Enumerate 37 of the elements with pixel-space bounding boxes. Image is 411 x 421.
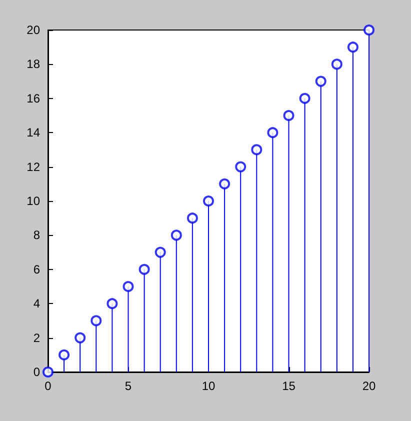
point (283, 110, 294, 121)
y-tick-label: 16 (26, 91, 40, 106)
x-tick-label: 5 (124, 379, 132, 393)
point (170, 230, 182, 241)
y-tick-label: 4 (33, 296, 40, 311)
y-tick-label: 2 (33, 330, 40, 345)
y-tick-label: 10 (26, 194, 40, 208)
x-tick-label: 15 (282, 379, 296, 393)
y-tick-label: 6 (33, 262, 40, 276)
y-tick-label: 8 (33, 228, 40, 242)
point (138, 264, 150, 275)
point (267, 127, 278, 138)
point (203, 196, 214, 206)
point (154, 246, 166, 258)
point (331, 58, 342, 70)
y-tick-label: 18 (26, 57, 40, 72)
y-tick-label: 14 (26, 126, 40, 140)
x-tick-label: 0 (44, 379, 52, 393)
point (251, 144, 262, 156)
point (364, 24, 374, 36)
y-tick-label: 0 (33, 365, 40, 379)
y-tick-label: 12 (26, 160, 40, 174)
x-tick-label: 20 (362, 379, 376, 393)
point (347, 42, 358, 53)
point (58, 349, 70, 360)
point (122, 281, 134, 292)
point (219, 178, 230, 190)
x-tick-label: 10 (202, 379, 216, 393)
point (90, 315, 102, 326)
point (42, 366, 54, 378)
point (315, 76, 326, 87)
point (299, 92, 310, 104)
point (235, 161, 246, 172)
point (106, 298, 118, 310)
point (186, 212, 198, 224)
point (74, 332, 86, 344)
y-tick-label: 20 (26, 23, 40, 37)
